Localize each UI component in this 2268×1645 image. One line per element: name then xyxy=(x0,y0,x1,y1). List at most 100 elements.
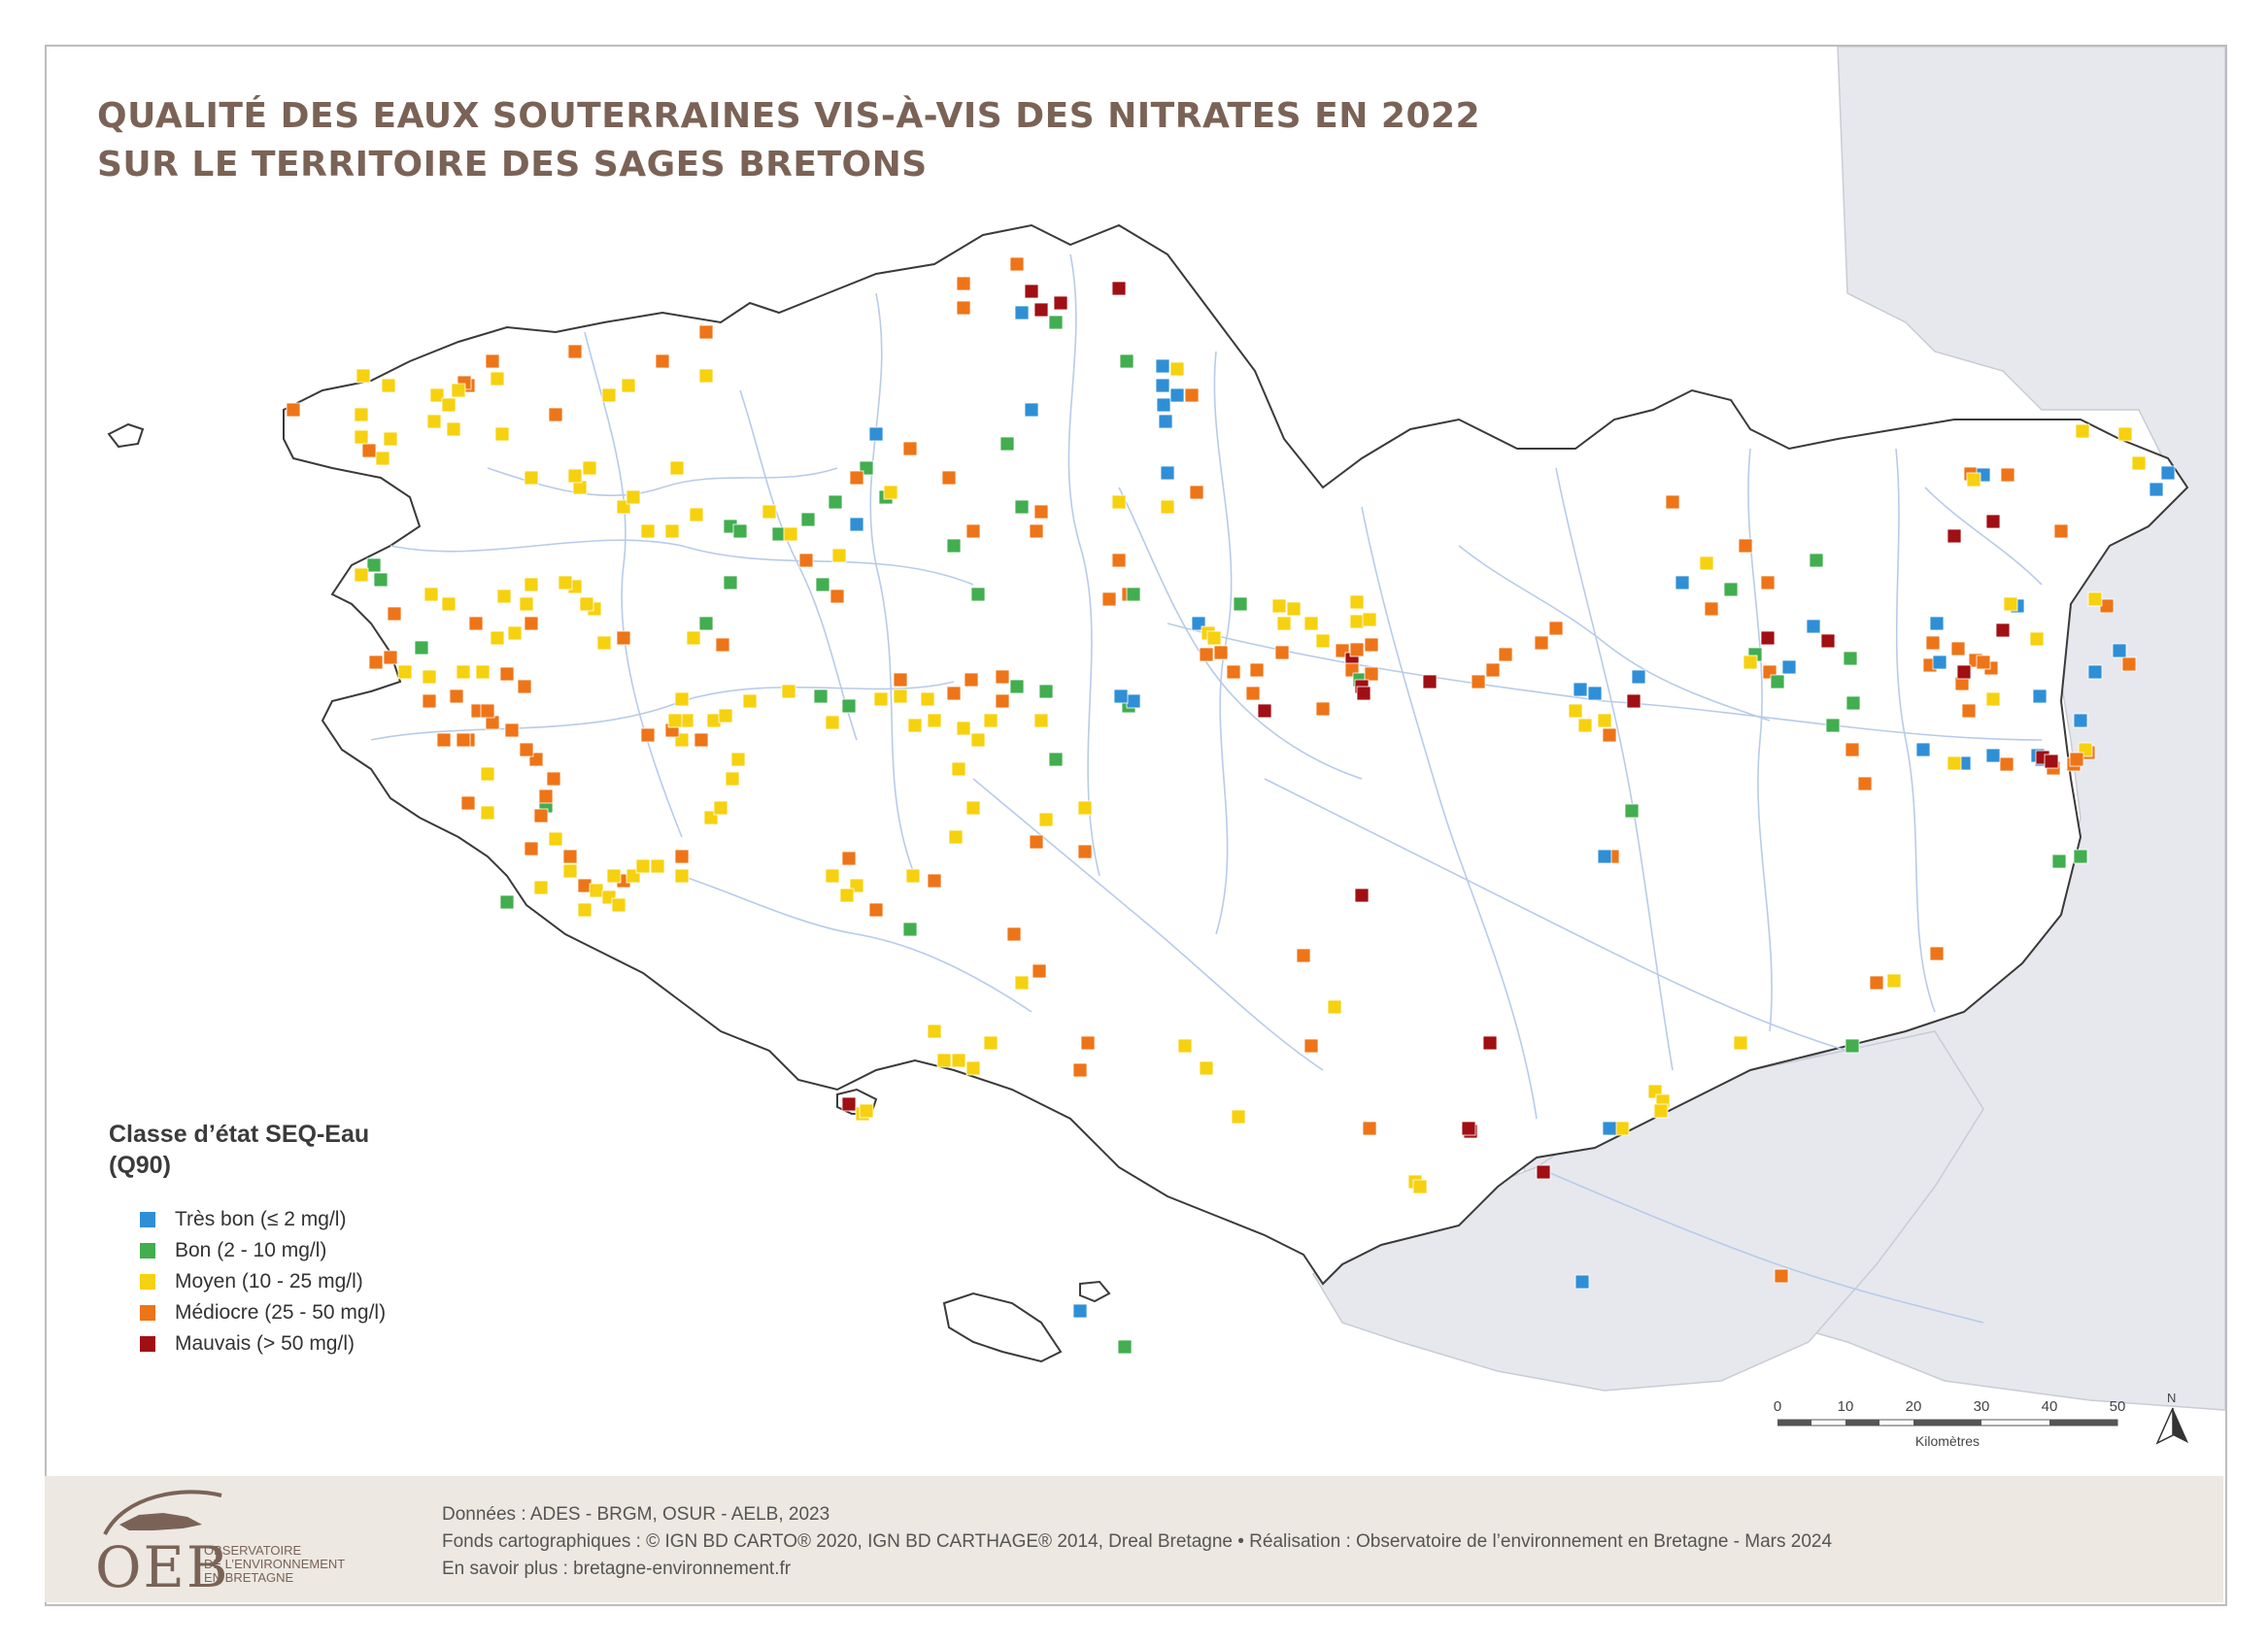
station-marker xyxy=(1723,582,1739,597)
station-marker xyxy=(1985,691,2001,707)
legend-item-moyen: Moyen (10 - 25 mg/l) xyxy=(109,1266,386,1297)
station-marker xyxy=(1231,1109,1246,1125)
station-marker xyxy=(1857,776,1873,791)
station-marker xyxy=(1995,622,2011,638)
station-marker xyxy=(2073,849,2088,864)
station-marker xyxy=(436,732,452,748)
station-marker xyxy=(562,863,578,879)
station-marker xyxy=(1587,686,1603,701)
station-marker xyxy=(582,460,597,476)
station-marker xyxy=(1946,755,1962,771)
station-marker xyxy=(2000,467,2015,483)
station-marker xyxy=(601,387,617,403)
station-marker xyxy=(1245,686,1261,701)
station-marker xyxy=(902,441,918,456)
station-marker xyxy=(841,1096,857,1112)
station-marker xyxy=(983,713,999,728)
map-frame xyxy=(45,45,2227,1606)
station-marker xyxy=(1160,499,1175,515)
legend-label-tres-bon: Très bon (≤ 2 mg/l) xyxy=(175,1208,347,1230)
scale-tick-50: 50 xyxy=(2109,1398,2126,1415)
station-marker xyxy=(893,672,908,688)
station-marker xyxy=(579,596,594,612)
station-marker xyxy=(449,688,464,704)
station-marker xyxy=(1738,538,1753,554)
station-marker xyxy=(1985,514,2001,529)
station-marker xyxy=(902,922,918,937)
station-marker xyxy=(1843,651,1858,666)
station-marker xyxy=(507,625,523,641)
station-marker xyxy=(965,800,981,816)
station-marker xyxy=(2029,631,2045,647)
station-marker xyxy=(538,789,554,804)
station-marker xyxy=(1014,975,1030,990)
station-marker xyxy=(828,494,843,510)
map-title-line1: QUALITÉ DES EAUX SOUTERRAINES VIS-À-VIS … xyxy=(97,96,1481,136)
station-marker xyxy=(1111,494,1127,510)
station-marker xyxy=(286,402,301,418)
station-marker xyxy=(1760,630,1776,646)
station-marker xyxy=(1014,499,1030,515)
station-marker xyxy=(1113,688,1129,704)
station-marker xyxy=(1276,616,1292,631)
station-marker xyxy=(868,426,884,442)
station-marker xyxy=(1806,619,1821,634)
station-marker xyxy=(2087,664,2103,680)
station-marker xyxy=(446,421,461,437)
station-marker xyxy=(533,808,549,823)
station-marker xyxy=(2075,423,2090,439)
credits-link[interactable]: En savoir plus : bretagne-environnement.… xyxy=(442,1559,792,1579)
scale-unit: Kilomètres xyxy=(1914,1433,1980,1449)
station-marker xyxy=(354,567,369,583)
station-marker xyxy=(841,851,857,866)
station-marker xyxy=(725,771,740,787)
station-marker xyxy=(1009,679,1025,694)
station-marker xyxy=(1653,1103,1669,1119)
station-marker xyxy=(1119,353,1134,369)
station-marker xyxy=(1006,926,1022,942)
station-markers xyxy=(286,256,2176,1355)
station-marker xyxy=(1009,256,1025,272)
credits-basemap: Fonds cartographiques : © IGN BD CARTO® … xyxy=(442,1531,1833,1552)
legend-label-mauvais: Mauvais (> 50 mg/l) xyxy=(175,1332,355,1355)
station-marker xyxy=(626,489,641,505)
station-marker xyxy=(1534,635,1549,651)
oeb-logo-sub3: EN BRETAGNE xyxy=(204,1570,294,1585)
station-marker xyxy=(1743,655,1758,670)
station-marker xyxy=(1976,655,1991,670)
station-marker xyxy=(480,766,495,782)
station-marker xyxy=(368,655,384,670)
station-marker xyxy=(965,523,981,539)
station-marker xyxy=(1626,693,1642,709)
station-marker xyxy=(1080,1035,1096,1051)
station-marker xyxy=(798,553,814,568)
station-marker xyxy=(1274,645,1290,660)
station-marker xyxy=(1624,803,1640,819)
station-marker xyxy=(1249,662,1265,678)
legend-label-moyen: Moyen (10 - 25 mg/l) xyxy=(175,1270,363,1292)
station-marker xyxy=(2160,465,2176,481)
station-marker xyxy=(546,771,561,787)
station-marker xyxy=(2044,754,2059,769)
station-marker xyxy=(490,371,505,386)
station-marker xyxy=(1327,999,1342,1015)
station-marker xyxy=(1675,575,1690,590)
oeb-logo-acronym: OEB xyxy=(95,1534,230,1600)
station-marker xyxy=(859,1103,874,1119)
station-marker xyxy=(1364,637,1379,653)
station-marker xyxy=(1184,387,1200,403)
station-marker xyxy=(829,588,845,604)
map-title: QUALITÉ DES EAUX SOUTERRAINES VIS-À-VIS … xyxy=(97,92,1480,189)
station-marker xyxy=(485,353,500,369)
station-marker xyxy=(1226,664,1241,680)
station-marker xyxy=(548,407,563,422)
island-ushant xyxy=(107,422,145,449)
station-marker xyxy=(361,443,377,458)
station-marker xyxy=(825,715,840,730)
legend-swatch-bon xyxy=(140,1243,155,1259)
station-marker xyxy=(2117,426,2133,442)
station-marker xyxy=(669,460,685,476)
station-marker xyxy=(762,504,777,520)
station-marker xyxy=(730,752,746,767)
station-marker xyxy=(999,436,1015,452)
